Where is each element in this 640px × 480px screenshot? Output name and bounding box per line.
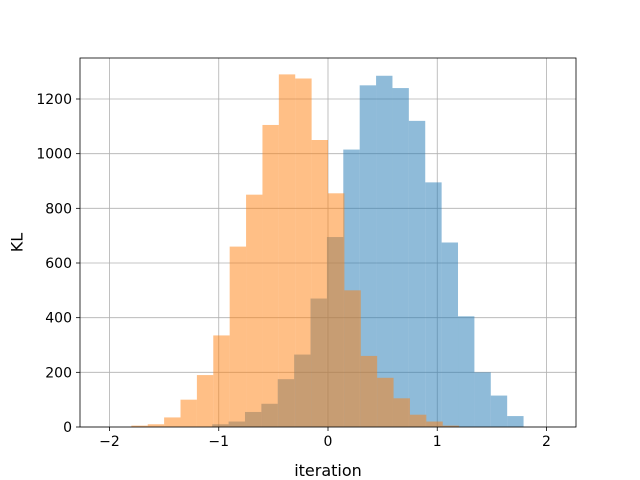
- histogram-bar-series-2: [131, 425, 148, 427]
- histogram-bar-series-2: [442, 425, 460, 427]
- histogram-bar-series-2: [295, 78, 312, 427]
- histogram-bar-series-2: [213, 335, 230, 427]
- y-tick-label: 800: [45, 201, 72, 217]
- axis-ticks: −2 −1 0 1 2 0 200 400 600 800 1000 1200: [36, 92, 551, 450]
- histogram-bar-series-2: [377, 377, 394, 427]
- histogram-bar-series-2: [393, 398, 410, 427]
- histogram-bar-series-2: [180, 399, 197, 427]
- y-tick-label: 600: [45, 256, 72, 272]
- y-tick-label: 200: [45, 365, 72, 381]
- histogram-bar-series-2: [164, 417, 181, 427]
- histogram-bar-series-2: [278, 74, 296, 428]
- histogram-bar-series-2: [246, 194, 263, 427]
- x-tick-label: −1: [208, 434, 229, 450]
- y-axis-label: KL: [8, 233, 27, 252]
- histogram-bar-series-1: [359, 85, 377, 427]
- histogram-bar-series-1: [441, 242, 459, 427]
- histogram-bars: [131, 74, 524, 428]
- y-tick-label: 400: [45, 311, 72, 327]
- y-tick-label: 1000: [36, 147, 72, 163]
- histogram-bar-series-2: [147, 424, 165, 427]
- x-tick-label: 2: [542, 434, 551, 450]
- histogram-bar-series-2: [229, 246, 247, 427]
- y-tick-label: 0: [63, 420, 72, 436]
- histogram-bar-series-2: [409, 414, 427, 427]
- histogram-bar-series-2: [344, 290, 361, 427]
- histogram-bar-series-1: [490, 395, 508, 427]
- histogram-bar-series-2: [328, 193, 345, 427]
- histogram-bar-series-2: [360, 355, 378, 427]
- histogram-bar-series-1: [507, 416, 524, 427]
- histogram-bar-series-1: [376, 75, 393, 428]
- histogram-bar-series-2: [196, 375, 214, 427]
- y-tick-label: 1200: [36, 92, 72, 108]
- histogram-bar-series-2: [262, 124, 279, 427]
- x-tick-label: 1: [433, 434, 442, 450]
- histogram-bar-series-1: [392, 88, 409, 428]
- histogram-bar-series-1: [474, 372, 491, 427]
- histogram-bar-series-1: [458, 316, 475, 427]
- histogram-bar-series-2: [311, 140, 328, 427]
- histogram-bar-series-1: [408, 120, 426, 427]
- histogram-bar-series-1: [425, 182, 442, 427]
- histogram-bar-series-2: [426, 421, 443, 427]
- x-tick-label: 0: [324, 434, 333, 450]
- x-tick-label: −2: [99, 434, 120, 450]
- x-axis-label: iteration: [294, 461, 362, 480]
